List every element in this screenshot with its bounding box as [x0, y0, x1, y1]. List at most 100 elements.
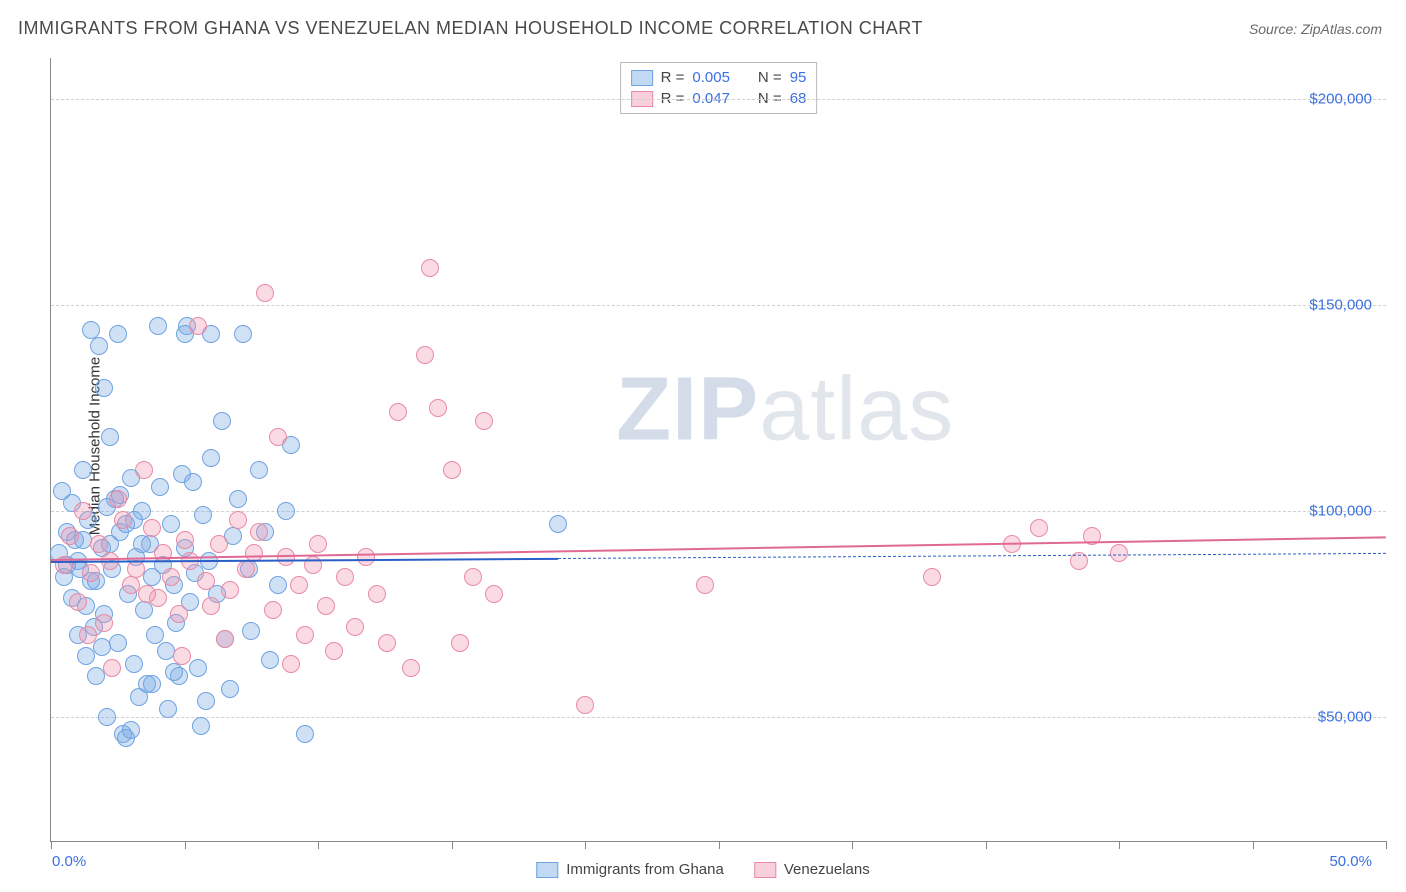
legend-series-label: Venezuelans	[784, 861, 870, 878]
scatter-point	[165, 663, 183, 681]
scatter-point	[269, 428, 287, 446]
scatter-point	[277, 502, 295, 520]
x-tick	[1253, 841, 1254, 849]
scatter-point	[157, 642, 175, 660]
scatter-point	[109, 490, 127, 508]
scatter-point	[143, 675, 161, 693]
scatter-point	[1030, 519, 1048, 537]
trend-line	[558, 553, 1386, 559]
scatter-point	[143, 519, 161, 537]
gridline-h	[51, 99, 1386, 100]
scatter-point	[696, 576, 714, 594]
scatter-point	[133, 535, 151, 553]
scatter-point	[368, 585, 386, 603]
scatter-point	[250, 461, 268, 479]
scatter-point	[122, 721, 140, 739]
scatter-point	[98, 708, 116, 726]
scatter-point	[74, 502, 92, 520]
scatter-point	[95, 614, 113, 632]
scatter-point	[416, 346, 434, 364]
x-tick	[585, 841, 586, 849]
x-tick	[51, 841, 52, 849]
scatter-point	[61, 527, 79, 545]
legend-series: Immigrants from Ghana Venezuelans	[536, 861, 869, 878]
scatter-point	[151, 478, 169, 496]
scatter-point	[229, 511, 247, 529]
watermark-zip: ZIP	[616, 360, 759, 460]
scatter-point	[53, 482, 71, 500]
scatter-point	[95, 379, 113, 397]
scatter-point	[357, 548, 375, 566]
scatter-point	[421, 259, 439, 277]
legend-r-label: R =	[661, 69, 685, 86]
legend-series-label: Immigrants from Ghana	[566, 861, 724, 878]
scatter-point	[69, 593, 87, 611]
x-tick	[986, 841, 987, 849]
scatter-point	[103, 659, 121, 677]
scatter-point	[184, 473, 202, 491]
scatter-point	[79, 626, 97, 644]
scatter-point	[197, 572, 215, 590]
scatter-point	[82, 564, 100, 582]
legend-r-value: 0.005	[692, 69, 730, 86]
source-credit: Source: ZipAtlas.com	[1249, 21, 1382, 37]
scatter-point	[170, 605, 188, 623]
scatter-point	[443, 461, 461, 479]
scatter-point	[189, 659, 207, 677]
scatter-point	[269, 576, 287, 594]
y-tick-label: $50,000	[1318, 709, 1372, 726]
scatter-point	[109, 634, 127, 652]
x-max-label: 50.0%	[1329, 853, 1372, 870]
legend-n-value: 95	[790, 69, 807, 86]
scatter-point	[1110, 544, 1128, 562]
scatter-point	[162, 515, 180, 533]
legend-swatch	[754, 862, 776, 878]
scatter-point	[221, 581, 239, 599]
scatter-point	[194, 506, 212, 524]
legend-series-item: Immigrants from Ghana	[536, 861, 724, 878]
scatter-point	[237, 560, 255, 578]
x-min-label: 0.0%	[52, 853, 86, 870]
scatter-point	[296, 725, 314, 743]
scatter-point	[173, 647, 191, 665]
chart-title: IMMIGRANTS FROM GHANA VS VENEZUELAN MEDI…	[18, 18, 923, 39]
scatter-point	[221, 680, 239, 698]
scatter-point	[135, 461, 153, 479]
scatter-point	[475, 412, 493, 430]
scatter-point	[485, 585, 503, 603]
gridline-h	[51, 717, 1386, 718]
scatter-point	[93, 638, 111, 656]
legend-swatch	[631, 70, 653, 86]
title-bar: IMMIGRANTS FROM GHANA VS VENEZUELAN MEDI…	[0, 0, 1406, 47]
scatter-point	[197, 692, 215, 710]
scatter-point	[138, 585, 156, 603]
scatter-point	[317, 597, 335, 615]
scatter-point	[210, 535, 228, 553]
scatter-point	[389, 403, 407, 421]
scatter-point	[402, 659, 420, 677]
scatter-point	[296, 626, 314, 644]
scatter-point	[192, 717, 210, 735]
x-tick	[185, 841, 186, 849]
scatter-point	[261, 651, 279, 669]
watermark: ZIPatlas	[616, 359, 954, 462]
scatter-point	[325, 642, 343, 660]
scatter-point	[213, 412, 231, 430]
y-tick-label: $150,000	[1309, 297, 1372, 314]
legend-n-label: N =	[758, 69, 782, 86]
scatter-point	[82, 321, 100, 339]
scatter-point	[309, 535, 327, 553]
legend-stat-row: R = 0.005 N = 95	[631, 67, 807, 88]
scatter-point	[346, 618, 364, 636]
scatter-point	[101, 428, 119, 446]
scatter-point	[189, 317, 207, 335]
scatter-point	[176, 531, 194, 549]
scatter-point	[451, 634, 469, 652]
scatter-point	[234, 325, 252, 343]
watermark-atlas: atlas	[759, 360, 954, 460]
y-tick-label: $200,000	[1309, 91, 1372, 108]
scatter-point	[202, 449, 220, 467]
scatter-point	[378, 634, 396, 652]
scatter-point	[290, 576, 308, 594]
legend-swatch	[536, 862, 558, 878]
